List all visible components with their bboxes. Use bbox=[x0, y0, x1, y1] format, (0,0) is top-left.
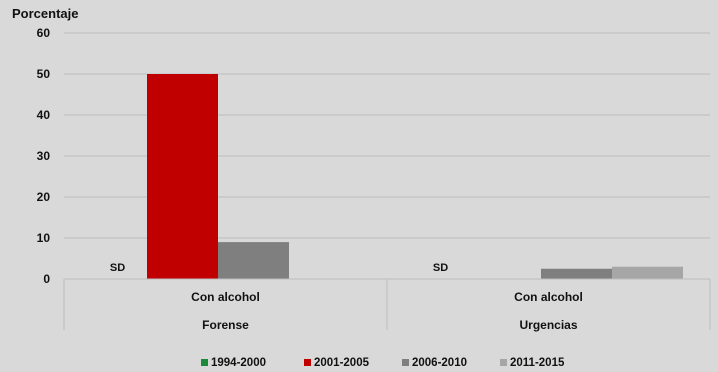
legend-label: 2011-2015 bbox=[510, 357, 565, 369]
y-tick-label: 60 bbox=[37, 26, 51, 40]
bar-2011-2015-urgencias bbox=[612, 266, 683, 279]
x-group-label: Urgencias bbox=[519, 318, 577, 332]
sd-annotation: SD bbox=[433, 262, 448, 274]
bar-2006-2010-urgencias bbox=[541, 268, 612, 279]
legend-label: 2006-2010 bbox=[412, 357, 467, 369]
x-category-label: Con alcohol bbox=[191, 290, 260, 304]
legend-swatch bbox=[201, 359, 208, 366]
legend-label: 1994-2000 bbox=[211, 357, 266, 369]
axis-layer: 0 10 20 30 40 50 60 SD Con alcohol Forense SD Con a… bbox=[37, 26, 711, 332]
bar-2006-2010-forense bbox=[218, 242, 289, 279]
legend: 1994-2000 2001-2005 2006-2010 2011-2015 bbox=[201, 357, 565, 369]
legend-label: 2001-2005 bbox=[314, 357, 370, 369]
legend-swatch bbox=[500, 359, 507, 366]
x-category-label: Con alcohol bbox=[514, 290, 583, 304]
legend-swatch bbox=[304, 359, 311, 366]
y-tick-label: 50 bbox=[37, 67, 51, 81]
y-axis-label: Porcentaje bbox=[12, 6, 78, 21]
x-group-label: Forense bbox=[202, 318, 249, 332]
y-tick-label: 30 bbox=[37, 149, 51, 163]
y-tick-label: 20 bbox=[37, 190, 51, 204]
y-tick-label: 0 bbox=[43, 272, 50, 286]
legend-swatch bbox=[402, 359, 409, 366]
y-tick-label: 40 bbox=[37, 108, 51, 122]
bar-layer bbox=[147, 74, 683, 279]
bar-2001-2005-forense bbox=[147, 74, 218, 279]
sd-annotation: SD bbox=[110, 262, 125, 274]
y-tick-label: 10 bbox=[37, 231, 51, 245]
